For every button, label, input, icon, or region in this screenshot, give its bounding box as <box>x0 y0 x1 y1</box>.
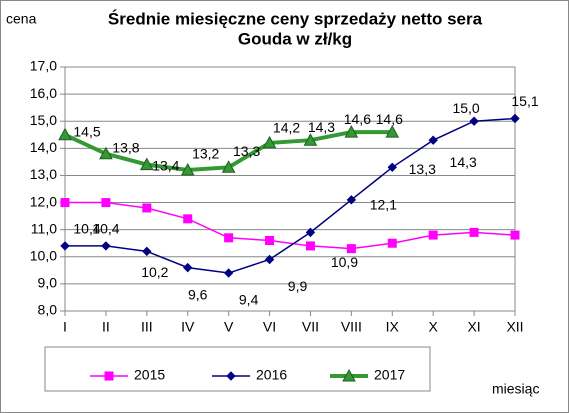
data-label: 13,8 <box>112 139 139 155</box>
x-tick-label: VIII <box>341 319 362 335</box>
marker <box>265 236 275 246</box>
data-label: 10,9 <box>331 254 358 270</box>
data-label: 15,0 <box>452 100 479 116</box>
marker <box>221 160 236 173</box>
y-tick-label: 14,0 <box>30 139 57 155</box>
x-tick-label: I <box>63 319 67 335</box>
data-label: 12,1 <box>370 197 397 213</box>
x-tick-label: VII <box>302 319 319 335</box>
x-tick-label: III <box>141 319 153 335</box>
data-label: 14,5 <box>73 123 100 139</box>
marker <box>469 116 479 126</box>
marker <box>101 198 111 208</box>
data-label: 14,3 <box>450 154 477 170</box>
data-label: 14,6 <box>344 111 371 127</box>
x-tick-label: VI <box>263 319 276 335</box>
data-label: 10,4 <box>73 221 100 237</box>
marker <box>346 195 357 205</box>
data-label: 13,4 <box>152 157 179 173</box>
data-label: 10,4 <box>92 221 119 237</box>
x-tick-label: II <box>102 319 110 335</box>
marker <box>305 241 315 251</box>
legend-label: 2015 <box>134 367 165 383</box>
y-tick-label: 10,0 <box>30 247 57 263</box>
data-label: 9,9 <box>288 278 308 294</box>
x-tick-label: XI <box>467 319 480 335</box>
x-axis-label: miesiąc <box>492 381 539 397</box>
data-label: 9,6 <box>188 286 208 302</box>
plot-area <box>64 66 516 312</box>
data-label: 14,3 <box>308 119 335 135</box>
series-line <box>65 117 516 274</box>
marker <box>428 135 438 145</box>
chart-title: Gouda w zł/kg <box>238 29 352 48</box>
data-label: 14,6 <box>376 111 403 127</box>
y-axis-label: cena <box>6 11 37 27</box>
marker <box>262 135 277 149</box>
marker <box>60 241 70 251</box>
marker <box>183 262 193 273</box>
x-tick-label: X <box>429 319 439 335</box>
y-tick-label: 9,0 <box>38 275 58 291</box>
data-label: 9,4 <box>239 292 259 308</box>
marker <box>180 162 195 176</box>
marker <box>342 368 356 382</box>
marker <box>303 133 318 146</box>
marker <box>264 254 275 265</box>
legend-box <box>44 346 431 392</box>
x-tick-label: IX <box>386 319 400 335</box>
marker <box>344 125 359 138</box>
marker <box>305 227 316 238</box>
marker <box>104 371 114 381</box>
marker <box>58 127 72 141</box>
y-tick-label: 13,0 <box>30 166 57 182</box>
y-tick-label: 12,0 <box>30 193 57 209</box>
marker <box>385 125 400 138</box>
marker <box>469 227 479 237</box>
data-label: 14,2 <box>273 120 300 136</box>
legend-label: 2017 <box>374 367 405 383</box>
marker <box>60 198 70 208</box>
y-tick-label: 11,0 <box>31 220 57 236</box>
marker <box>101 241 111 251</box>
marker <box>139 157 154 171</box>
data-label: 13,3 <box>233 143 260 159</box>
marker <box>387 162 397 173</box>
marker <box>224 233 234 243</box>
marker <box>142 246 152 257</box>
y-tick-label: 8,0 <box>38 302 58 318</box>
marker <box>183 214 193 224</box>
data-label: 10,2 <box>141 264 168 280</box>
data-label: 15,1 <box>511 93 538 109</box>
legend-label: 2016 <box>256 367 287 383</box>
chart-title: Średnie miesięczne ceny sprzedaży netto … <box>108 9 483 28</box>
marker <box>226 371 236 381</box>
marker <box>510 230 520 240</box>
marker <box>510 113 520 124</box>
x-tick-label: V <box>224 319 234 335</box>
y-tick-label: 17,0 <box>30 58 57 74</box>
series-line <box>65 201 516 250</box>
x-tick-label: XII <box>506 319 523 335</box>
x-tick-label: IV <box>181 319 195 335</box>
marker <box>223 268 234 278</box>
marker <box>346 244 356 254</box>
marker <box>99 146 113 160</box>
marker <box>142 203 152 213</box>
marker <box>387 238 397 248</box>
y-tick-label: 15,0 <box>30 112 57 128</box>
data-label: 13,3 <box>409 161 436 177</box>
marker <box>428 230 438 240</box>
data-label: 13,2 <box>192 146 219 162</box>
y-tick-label: 16,0 <box>30 85 57 101</box>
